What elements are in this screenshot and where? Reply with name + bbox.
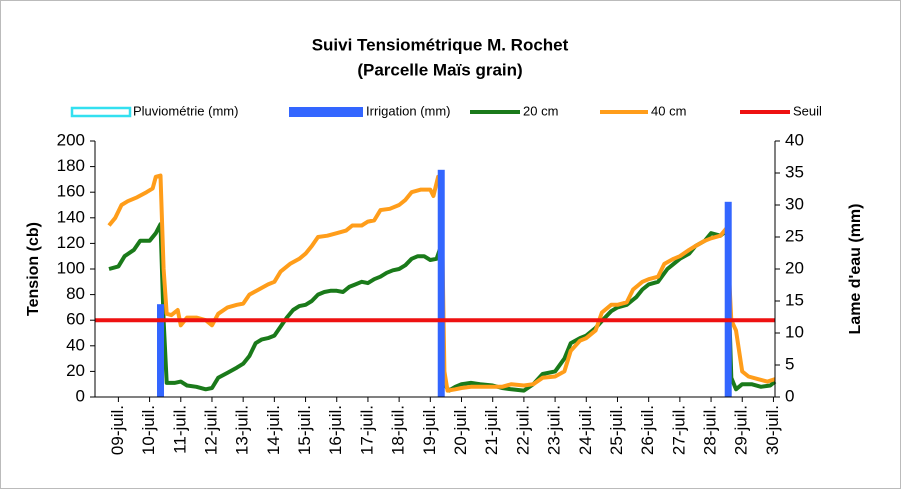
y2-tick-label: 5 bbox=[785, 354, 794, 373]
x-tick-label: 16-juil. bbox=[326, 405, 345, 455]
line-series bbox=[107, 173, 776, 393]
x-tick-label: 24-juil. bbox=[576, 405, 595, 455]
x-tick-label: 09-juil. bbox=[108, 405, 127, 455]
legend-label: 40 cm bbox=[651, 103, 686, 118]
x-tick-label: 30-juil. bbox=[763, 405, 782, 455]
x-tick-label: 21-juil. bbox=[482, 405, 501, 455]
x-tick-label: 29-juil. bbox=[732, 405, 751, 455]
y2-tick-label: 20 bbox=[785, 258, 804, 277]
y-tick-label: 160 bbox=[57, 182, 85, 201]
x-tick-label: 10-juil. bbox=[139, 405, 158, 455]
y-tick-label: 120 bbox=[57, 233, 85, 252]
x-tick-label: 20-juil. bbox=[451, 405, 470, 455]
legend-label: Seuil bbox=[793, 103, 822, 118]
x-tick-label: 11-juil. bbox=[170, 405, 189, 454]
bar bbox=[724, 201, 732, 397]
x-tick-label: 15-juil. bbox=[295, 405, 314, 455]
x-tick-label: 28-juil. bbox=[701, 405, 720, 455]
line-series bbox=[108, 222, 777, 393]
bar bbox=[157, 304, 165, 397]
y2-tick-label: 10 bbox=[785, 322, 804, 341]
x-tick-label: 27-juil. bbox=[669, 405, 688, 455]
y-tick-label: 40 bbox=[66, 335, 85, 354]
y2-tick-label: 35 bbox=[785, 162, 804, 181]
x-tick-label: 22-juil. bbox=[513, 405, 532, 455]
chart-subtitle: (Parcelle Maïs grain) bbox=[357, 60, 522, 79]
y2-tick-label: 30 bbox=[785, 194, 804, 213]
legend-label: 20 cm bbox=[523, 103, 558, 118]
x-tick-label: 17-juil. bbox=[357, 405, 376, 455]
x-tick-label: 12-juil. bbox=[201, 405, 220, 455]
legend-label: Irrigation (mm) bbox=[366, 103, 451, 118]
legend-swatch bbox=[289, 107, 363, 117]
y-tick-label: 100 bbox=[57, 258, 85, 277]
y2-tick-label: 25 bbox=[785, 226, 804, 245]
y-tick-label: 0 bbox=[76, 386, 85, 405]
y2-axis-label: Lame d'eau (mm) bbox=[847, 204, 864, 335]
x-tick-label: 23-juil. bbox=[545, 405, 564, 455]
y2-tick-label: 40 bbox=[785, 130, 804, 149]
x-tick-label: 19-juil. bbox=[420, 405, 439, 455]
y-axis-label: Tension (cb) bbox=[25, 222, 42, 316]
x-tick-label: 14-juil. bbox=[264, 405, 283, 455]
chart-title: Suivi Tensiométrique M. Rochet bbox=[312, 35, 569, 54]
legend-label: Pluviométrie (mm) bbox=[133, 103, 238, 118]
y2-tick-label: 0 bbox=[785, 386, 794, 405]
legend-swatch bbox=[70, 106, 132, 118]
y-tick-label: 60 bbox=[66, 310, 85, 329]
y2-tick-label: 15 bbox=[785, 290, 804, 309]
x-tick-label: 25-juil. bbox=[607, 405, 626, 455]
y-tick-label: 140 bbox=[57, 207, 85, 226]
y-tick-label: 80 bbox=[66, 284, 85, 303]
x-tick-label: 13-juil. bbox=[233, 405, 252, 455]
y-tick-label: 200 bbox=[57, 130, 85, 149]
bar bbox=[437, 169, 445, 397]
x-tick-label: 18-juil. bbox=[389, 405, 408, 455]
y-tick-label: 20 bbox=[66, 361, 85, 380]
y-tick-label: 180 bbox=[57, 156, 85, 175]
x-tick-label: 26-juil. bbox=[638, 405, 657, 455]
